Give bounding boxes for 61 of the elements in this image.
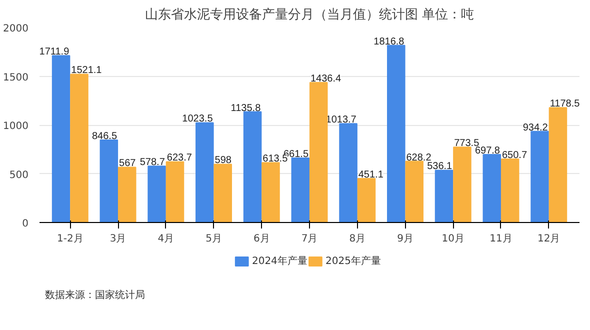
- source-note: 数据来源：国家统计局: [45, 289, 146, 301]
- data-label: 1178.5: [550, 98, 580, 110]
- x-tick-label: 8月: [349, 234, 366, 244]
- bar: [530, 130, 549, 222]
- bar: [166, 161, 184, 222]
- data-label: 1521.1: [71, 65, 102, 76]
- y-tick-label: 2000: [3, 24, 29, 34]
- data-label: 623.7: [166, 152, 192, 164]
- x-tick-label: 1-2月: [56, 234, 84, 244]
- data-label: 1711.9: [39, 46, 70, 58]
- x-tick-label: 6月: [253, 234, 270, 244]
- y-tick-label: 0: [22, 218, 29, 230]
- data-label: 1013.7: [326, 114, 357, 126]
- bar: [118, 166, 136, 222]
- bar: [70, 74, 88, 222]
- x-tick-label: 11月: [490, 234, 512, 244]
- bar: [52, 55, 70, 222]
- bar: [100, 139, 118, 222]
- chart-title: 山东省水泥专用设备产量分月（当月值）统计图 单位：吨: [144, 8, 474, 22]
- x-tick-label: 12月: [538, 234, 560, 244]
- data-label: 1816.8: [374, 36, 405, 48]
- x-tick-label: 10月: [442, 234, 464, 244]
- data-label: 650.7: [502, 150, 528, 162]
- data-label: 578.7: [140, 157, 166, 168]
- y-tick-label: 1500: [3, 72, 29, 84]
- legend-label: 2024年产量: [252, 255, 308, 267]
- data-label: 697.8: [474, 145, 500, 156]
- bar: [291, 158, 310, 222]
- data-label: 451.1: [358, 170, 384, 181]
- bar: [548, 107, 568, 222]
- data-label: 846.5: [92, 130, 118, 142]
- data-label: 628.2: [406, 152, 432, 164]
- data-label: 934.2: [522, 122, 548, 134]
- bar: [434, 170, 454, 222]
- data-label: 1023.5: [182, 114, 214, 125]
- y-tick-label: 500: [9, 170, 29, 181]
- data-label: 598: [214, 155, 232, 166]
- data-label: 1436.4: [310, 73, 342, 84]
- x-tick-label: 7月: [301, 234, 318, 244]
- bar: [262, 162, 280, 222]
- bar: [357, 178, 376, 222]
- y-tick-label: 1000: [3, 121, 29, 132]
- bar: [453, 146, 472, 222]
- data-label: 536.1: [427, 161, 453, 172]
- x-tick-label: 9月: [397, 234, 414, 244]
- legend-label: 2025年产量: [326, 255, 382, 267]
- data-label: 567: [119, 158, 136, 170]
- data-label: 1135.8: [230, 102, 262, 114]
- bar: [482, 154, 502, 222]
- x-tick-label: 5月: [206, 234, 222, 244]
- bar: [387, 44, 406, 222]
- bar: [148, 166, 166, 222]
- bar: [500, 158, 520, 222]
- bar: [405, 160, 424, 222]
- bar: [196, 122, 214, 222]
- bar: [214, 164, 232, 222]
- bar: [309, 82, 328, 222]
- bar: [243, 111, 262, 222]
- x-tick-label: 3月: [110, 234, 126, 244]
- x-tick-label: 4月: [158, 234, 174, 244]
- bar: [339, 123, 358, 222]
